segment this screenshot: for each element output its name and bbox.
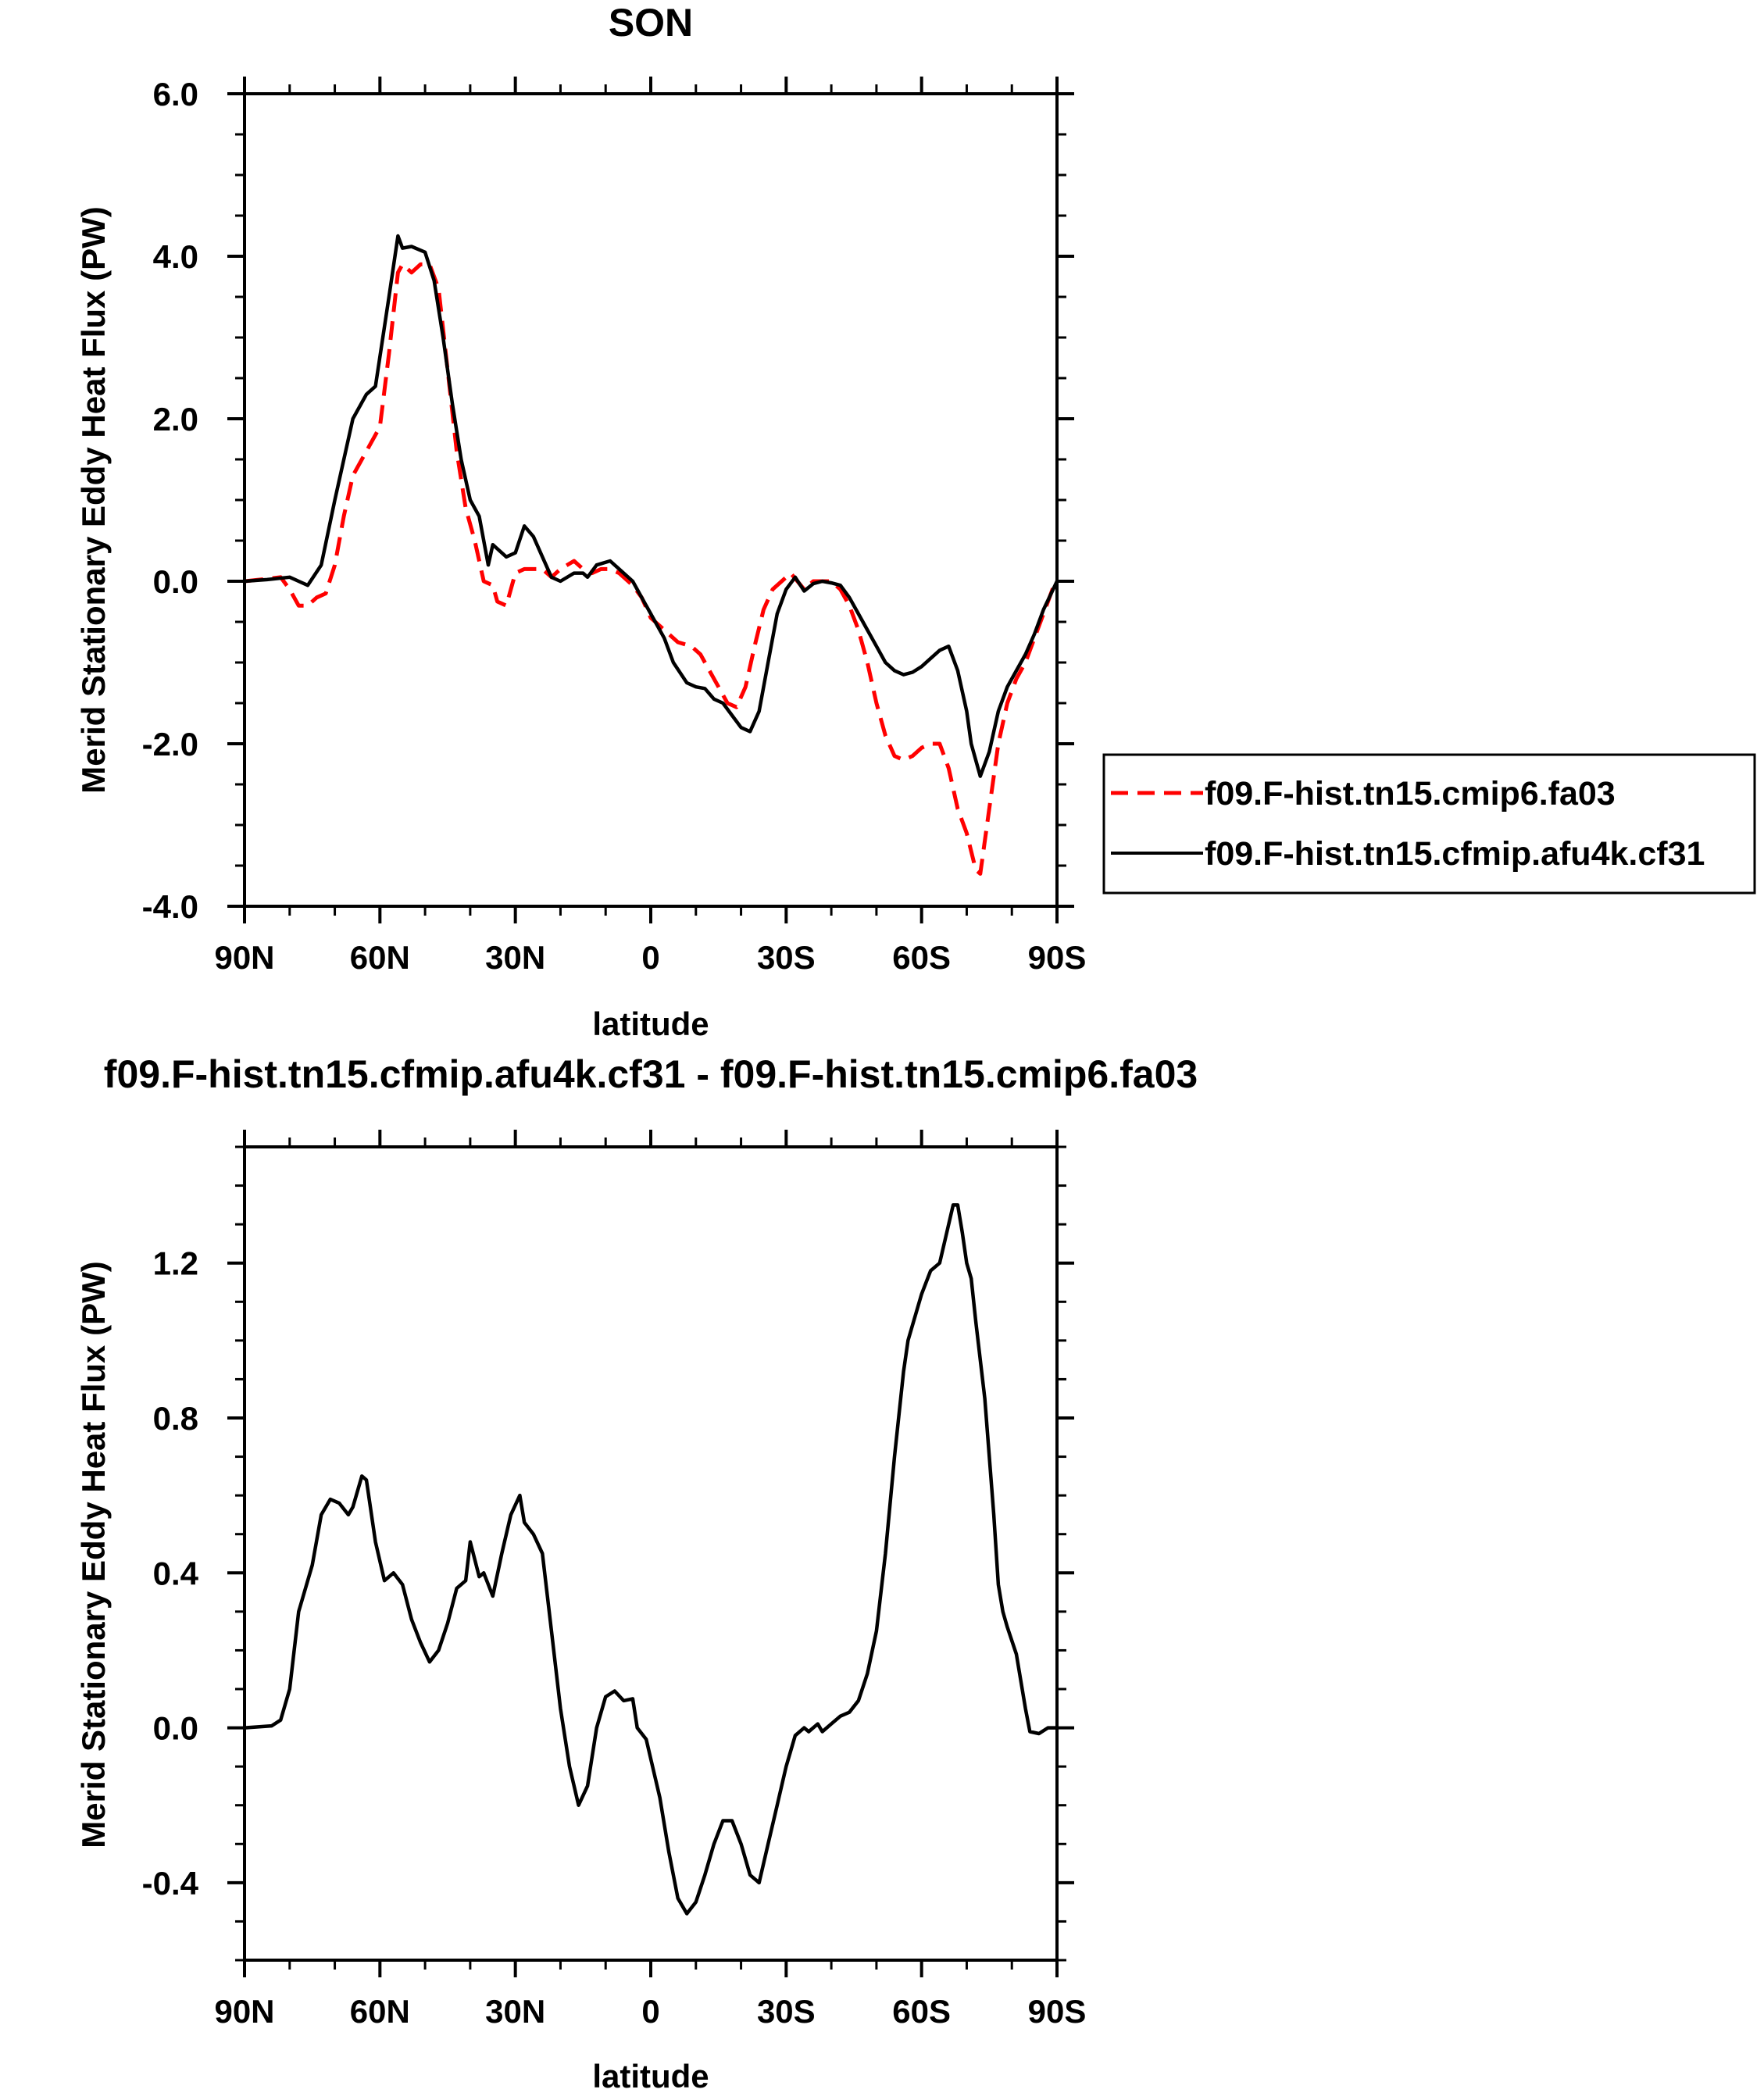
- top-plot-xlabel: latitude: [592, 1005, 709, 1042]
- x-tick-label: 90S: [1028, 939, 1087, 976]
- legend-label-cfmip: f09.F-hist.tn15.cfmip.afu4k.cf31: [1205, 835, 1705, 873]
- x-tick-label: 60S: [892, 939, 951, 976]
- series-line-difference: [244, 1203, 1057, 1916]
- y-tick-label: 0.0: [153, 1710, 198, 1747]
- x-tick-label: 30S: [757, 939, 816, 976]
- y-tick-label: -4.0: [142, 888, 198, 925]
- top-plot-title: SON: [609, 1, 693, 45]
- bottom-plot-ylabel: Merid Stationary Eddy Heat Flux (PW): [75, 1261, 112, 1848]
- y-tick-label: 0.0: [153, 563, 198, 600]
- bottom-plot-xlabel: latitude: [592, 2058, 709, 2095]
- top-plot-ylabel: Merid Stationary Eddy Heat Flux (PW): [75, 206, 112, 793]
- x-tick-label: 30S: [757, 1993, 816, 2030]
- y-tick-label: 0.8: [153, 1400, 198, 1437]
- bottom-plot-difference: f09.F-hist.tn15.cfmip.afu4k.cf31 - f09.F…: [75, 1052, 1198, 2095]
- x-tick-label: 30N: [485, 939, 545, 976]
- x-tick-label: 90N: [214, 1993, 274, 2030]
- series-line-cfmip: [244, 234, 1059, 778]
- y-tick-label: 0.4: [153, 1555, 199, 1591]
- x-tick-label: 0: [641, 939, 659, 976]
- y-tick-label: 1.2: [153, 1245, 198, 1282]
- x-tick-label: 0: [641, 1993, 659, 2030]
- y-tick-label: -2.0: [142, 726, 198, 762]
- legend-label-cmip6: f09.F-hist.tn15.cmip6.fa03: [1205, 775, 1616, 812]
- y-tick-label: -0.4: [142, 1865, 199, 1902]
- top-plot-son: SON Merid Stationary Eddy Heat Flux (PW)…: [75, 1, 1086, 1042]
- y-tick-label: 6.0: [153, 76, 198, 112]
- legend-box: [1102, 753, 1756, 895]
- y-tick-label: 4.0: [153, 238, 198, 275]
- x-tick-label: 90S: [1028, 1993, 1087, 2030]
- y-tick-label: 2.0: [153, 401, 198, 438]
- x-tick-label: 30N: [485, 1993, 545, 2030]
- x-tick-label: 60N: [350, 939, 410, 976]
- bottom-plot-title: f09.F-hist.tn15.cfmip.afu4k.cf31 - f09.F…: [104, 1052, 1198, 1096]
- legend: f09.F-hist.tn15.cmip6.fa03 f09.F-hist.tn…: [1102, 753, 1756, 895]
- x-tick-label: 60N: [350, 1993, 410, 2030]
- plot-frame: [243, 92, 1059, 908]
- x-tick-label: 90N: [214, 939, 274, 976]
- x-tick-label: 60S: [892, 1993, 951, 2030]
- series-line-cmip6: [244, 262, 1059, 876]
